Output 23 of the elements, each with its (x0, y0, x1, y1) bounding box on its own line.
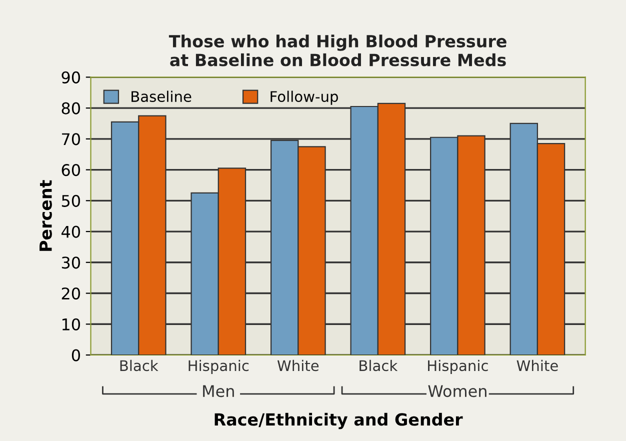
legend-label: Follow-up (270, 90, 338, 105)
x-tick-label: White (516, 360, 558, 372)
x-tick-label: Black (120, 360, 158, 372)
y-tick-label: 60 (62, 164, 80, 176)
y-tick-label: 0 (72, 349, 80, 362)
x-tick-label: Black (360, 360, 398, 372)
x-tick-label: Hispanic (188, 360, 249, 374)
y-tick-label: 90 (62, 71, 80, 84)
y-tick-label: 70 (62, 133, 80, 146)
y-tick-label: 80 (62, 102, 80, 114)
y-axis-title: Percent (40, 180, 52, 251)
y-tick-label: 50 (62, 194, 80, 207)
chart-title: Those who had High Blood Pressure at Baseline on Blood Pressure Meds (168, 34, 506, 66)
x-tick-label: Hispanic (428, 360, 488, 374)
y-tick-label: 40 (62, 226, 80, 238)
y-tick-label: 10 (62, 318, 80, 330)
text: Men (203, 385, 234, 398)
y-tick-label: 30 (62, 256, 80, 269)
text: Women (428, 385, 486, 398)
x-tick-label: White (277, 360, 319, 372)
x-axis-title: Race/Ethnicity and Gender (214, 412, 463, 430)
legend-label: Baseline (132, 90, 192, 102)
y-tick-label: 20 (62, 287, 80, 300)
